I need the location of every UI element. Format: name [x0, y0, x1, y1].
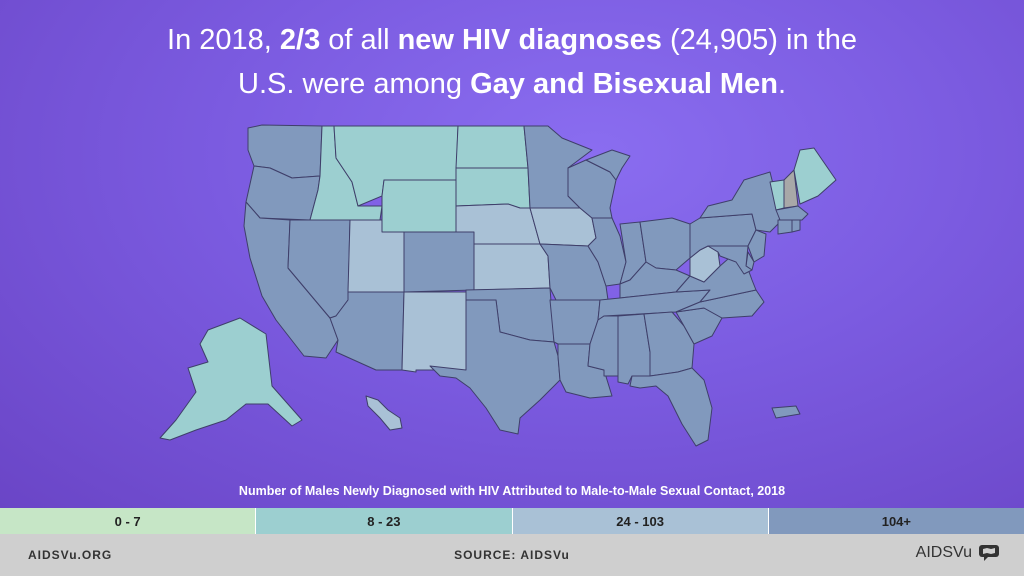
headline-line-2: U.S. were among Gay and Bisexual Men.	[0, 62, 1024, 106]
state-AK[interactable]	[159, 317, 303, 441]
state-WY[interactable]	[381, 179, 457, 233]
legend-bin-24-103: 24 - 103	[512, 508, 769, 534]
state-MI[interactable]	[585, 149, 631, 181]
headline-emphasis: Gay and Bisexual Men	[470, 68, 778, 100]
legend-bin-label: 8 - 23	[367, 513, 401, 529]
legend-bin-104-plus: 104+	[768, 508, 1024, 534]
headline-text: of all	[320, 24, 398, 56]
headline-line-1: In 2018, 2/3 of all new HIV diagnoses (2…	[0, 18, 1024, 62]
legend-title: Number of Males Newly Diagnosed with HIV…	[238, 484, 786, 498]
headline-text: U.S. were among	[238, 68, 471, 100]
headline-text: (24,905) in the	[661, 24, 857, 56]
state-FL[interactable]	[629, 367, 713, 447]
state-ND[interactable]	[455, 125, 529, 169]
aidsvu-logo[interactable]: AIDSVu	[916, 544, 1000, 562]
state-OH[interactable]	[639, 217, 691, 271]
state-IL[interactable]	[587, 217, 627, 287]
state-MS[interactable]	[587, 315, 619, 377]
state-RI[interactable]	[791, 219, 801, 233]
state-NM[interactable]	[401, 291, 467, 373]
legend-bin-8-23: 8 - 23	[256, 508, 513, 534]
state-CO[interactable]	[403, 231, 475, 293]
speech-bubble-map-icon	[979, 545, 999, 561]
state-CT[interactable]	[777, 219, 793, 235]
footer: AIDSVu.ORG SOURCE: AIDSVu AIDSVu	[0, 534, 1024, 576]
source-label: SOURCE: AIDSVu	[454, 548, 570, 562]
logo-text: AIDSVu	[915, 544, 972, 561]
state-TX[interactable]	[429, 299, 561, 435]
state-ME[interactable]	[793, 147, 837, 205]
state-NC[interactable]	[675, 289, 765, 319]
legend: 0 - 7 8 - 23 24 - 103 104+	[0, 508, 1024, 534]
state-NJ[interactable]	[747, 229, 767, 263]
state-MD[interactable]	[707, 245, 753, 275]
us-map	[159, 124, 837, 447]
website-link[interactable]: AIDSVu.ORG	[28, 548, 113, 562]
headline-emphasis: new HIV diagnoses	[397, 24, 662, 56]
state-MA[interactable]	[775, 205, 809, 221]
headline-text: In 2018,	[167, 24, 280, 56]
state-SD[interactable]	[455, 167, 531, 209]
legend-bin-label: 0 - 7	[114, 513, 141, 529]
state-KS[interactable]	[473, 243, 551, 291]
legend-bin-label: 24 - 103	[616, 513, 664, 529]
legend-bin-label: 104+	[881, 513, 912, 529]
headline-text: .	[777, 68, 786, 100]
headline-fraction: 2/3	[279, 24, 321, 56]
legend-bin-0-7: 0 - 7	[0, 508, 257, 534]
state-HI[interactable]	[365, 395, 403, 431]
headline: In 2018, 2/3 of all new HIV diagnoses (2…	[0, 18, 1024, 106]
state-PR[interactable]	[771, 405, 801, 419]
